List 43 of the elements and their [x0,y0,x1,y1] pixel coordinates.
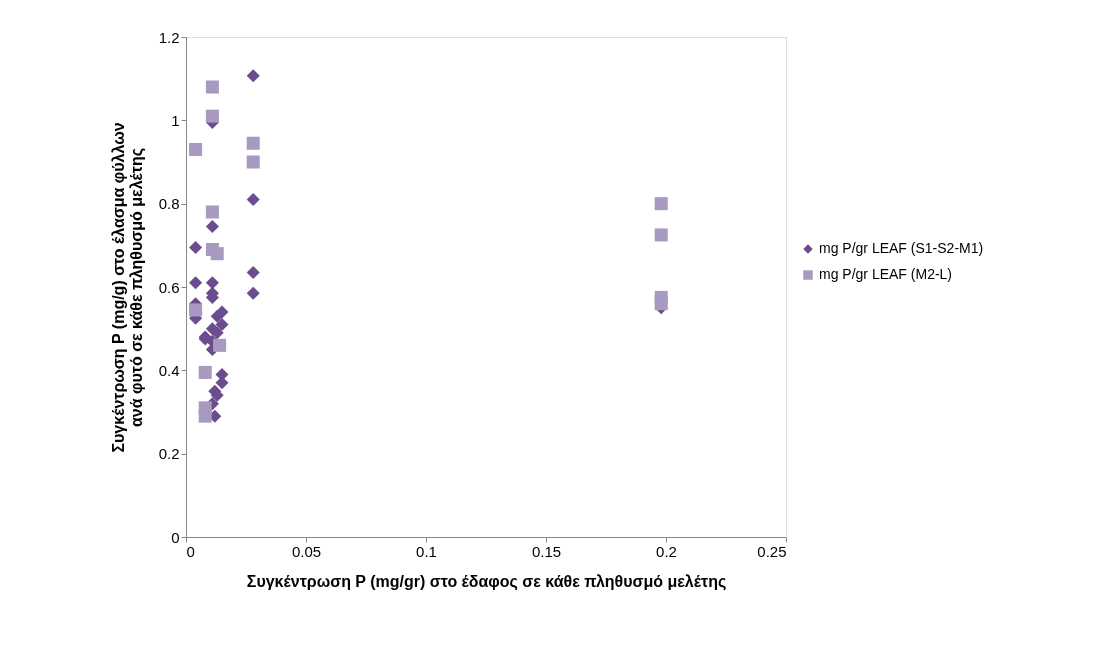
point [654,228,668,242]
point [246,136,260,150]
y-tick-label: 0.8 [158,195,180,213]
point [246,155,260,169]
point [654,297,668,311]
point [246,192,260,207]
point [246,69,260,83]
point [189,142,203,157]
point [198,409,212,423]
x-tick-label: 0.25 [757,542,787,560]
y-tick-label: 1 [171,111,180,129]
point [205,80,219,94]
x-tick-label: 0.1 [416,542,437,560]
point [189,303,203,317]
y-tick-label: 0.4 [158,361,180,379]
point [198,365,212,379]
point [246,265,260,279]
point [215,376,229,390]
x-tick-label: 0.15 [531,542,562,560]
point [205,220,219,234]
legend-label: mg P/gr LEAF (M2-L) [819,266,953,282]
point [210,326,224,340]
point [654,197,668,211]
point [205,276,219,290]
point [246,286,260,300]
legend-label: mg P/gr LEAF (S1-S2-M1) [819,240,984,256]
point [205,205,219,219]
point [189,276,203,290]
point [215,305,229,319]
point [205,109,219,123]
x-axis-title: Συγκέντρωση P (mg/gr) στο έδαφος σε κάθε πληθυσμό μελέτης [246,572,727,591]
point [215,317,229,332]
x-tick-label: 0 [186,542,195,560]
y-tick-label: 0.6 [158,278,180,296]
y-tick-label: 1.2 [158,28,180,46]
point [189,240,203,254]
y-axis-title: Συγκέντρωση P (mg/g) στο έλασμα φύλλων ανά φυτό σε κάθε πληθυσμό μελέτης [109,122,146,453]
x-tick-label: 0.2 [656,542,677,560]
x-tick-label: 0.05 [291,542,322,560]
point [210,247,224,261]
point [213,338,227,352]
y-tick-label: 0 [171,528,180,546]
y-tick-label: 0.2 [158,445,180,463]
